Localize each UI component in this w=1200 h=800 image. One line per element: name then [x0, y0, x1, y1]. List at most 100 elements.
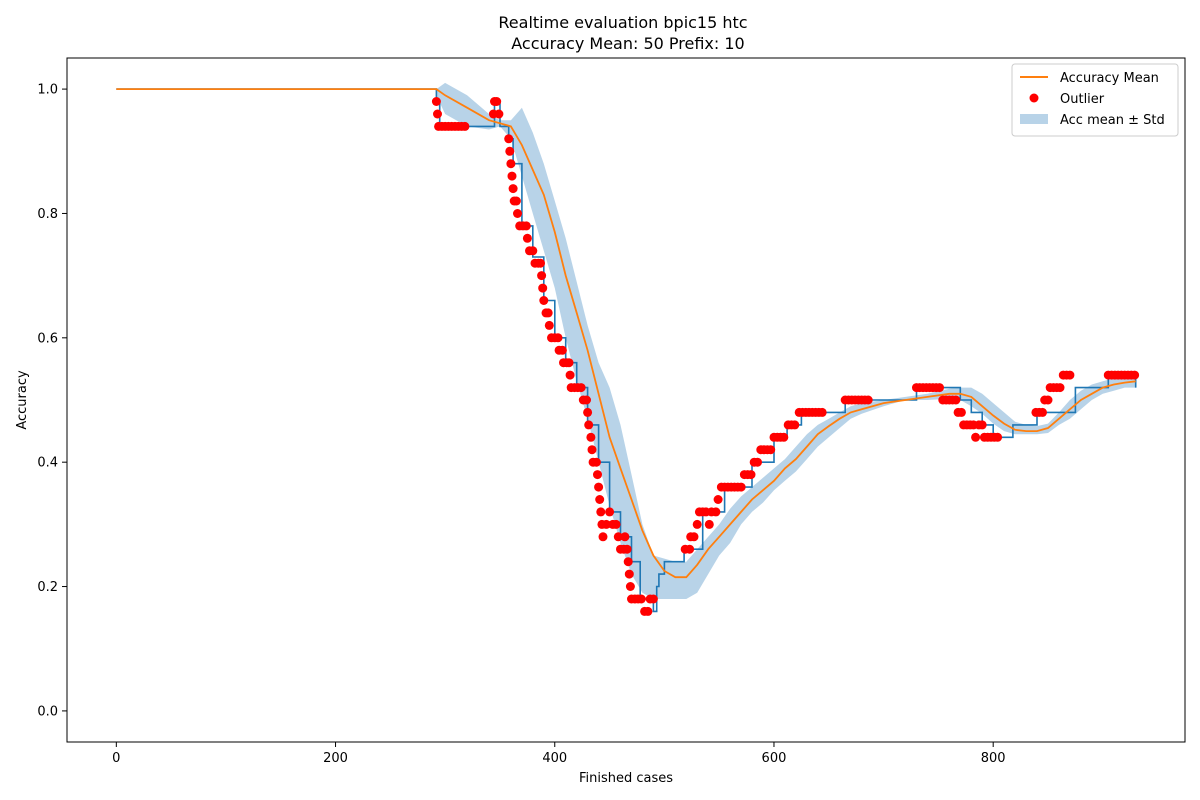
y-axis: 0.0 0.2 0.4 0.6 0.8 1.0	[37, 83, 67, 719]
y-tick-label: 0.0	[37, 704, 58, 719]
outlier-point	[504, 134, 514, 144]
outlier-point	[993, 432, 1003, 442]
outlier-point	[553, 333, 563, 343]
legend-box	[1011, 63, 1179, 137]
outlier-point	[704, 519, 714, 529]
outlier-point	[689, 532, 699, 542]
y-tick-label: 0.2	[37, 580, 58, 595]
outlier-point	[528, 246, 538, 256]
legend: Accuracy Mean Outlier Acc mean ± Std	[1011, 63, 1179, 137]
outlier-point	[613, 532, 623, 542]
outlier-point	[817, 407, 827, 417]
x-tick-label: 0	[112, 751, 120, 766]
outlier-point	[1065, 370, 1075, 380]
outlier-point	[591, 457, 601, 467]
outlier-point	[536, 258, 545, 268]
outlier-point	[611, 519, 621, 529]
outlier-point	[648, 594, 658, 604]
outlier-point	[522, 233, 532, 243]
outlier-point	[746, 470, 756, 480]
outlier-point	[711, 507, 721, 517]
y-tick-label: 1.0	[37, 83, 58, 98]
outlier-point	[543, 308, 553, 318]
outlier-point	[766, 445, 776, 455]
outlier-point	[582, 395, 591, 405]
legend-outlier-swatch	[1029, 93, 1039, 103]
plot-frame	[66, 57, 1186, 743]
outlier-point	[956, 407, 966, 417]
y-axis-label: Accuracy	[15, 370, 30, 430]
x-axis: 0 200 400 600 800	[112, 742, 1006, 766]
outlier-point	[494, 109, 504, 119]
outlier-point	[587, 445, 597, 455]
outlier-point	[508, 184, 518, 194]
outlier-point	[576, 383, 586, 393]
x-tick-label: 200	[323, 751, 348, 766]
x-tick-label: 800	[981, 751, 1006, 766]
outlier-point	[1055, 383, 1065, 393]
outlier-point	[625, 582, 635, 591]
legend-outlier-label: Outlier	[1060, 92, 1105, 107]
outlier-point	[692, 519, 702, 529]
outlier-point	[564, 358, 574, 368]
outlier-point	[622, 544, 632, 554]
outlier-point	[544, 320, 554, 330]
outlier-point	[539, 296, 549, 305]
outlier-point	[685, 544, 695, 554]
outlier-point	[537, 271, 547, 281]
outlier-point	[971, 432, 981, 442]
outlier-point	[594, 482, 604, 492]
outlier-point	[583, 407, 593, 417]
outlier-point	[624, 569, 634, 579]
outlier-point	[593, 470, 602, 480]
legend-band-swatch	[1020, 114, 1048, 124]
plot-area	[116, 82, 1140, 616]
outlier-point	[595, 495, 605, 504]
y-tick-label: 0.6	[37, 331, 58, 346]
outlier-point	[790, 420, 800, 430]
outlier-point	[557, 345, 567, 355]
legend-band-label: Acc mean ± Std	[1060, 113, 1165, 128]
outlier-point	[505, 146, 515, 156]
outlier-point	[506, 159, 516, 169]
x-tick-label: 400	[542, 751, 567, 766]
outlier-point	[492, 97, 502, 106]
chart-subtitle: Accuracy Mean: 50 Prefix: 10	[511, 34, 744, 53]
x-tick-label: 600	[762, 751, 787, 766]
outlier-point	[636, 594, 646, 604]
outlier-point	[643, 606, 653, 616]
outlier-point	[736, 482, 746, 492]
outlier-point	[513, 209, 522, 218]
outlier-point	[863, 395, 873, 405]
outlier-point	[713, 495, 723, 504]
outlier-point	[521, 221, 531, 231]
y-tick-label: 0.4	[37, 456, 58, 471]
outlier-point	[431, 97, 441, 106]
chart-title: Realtime evaluation bpic15 htc	[498, 13, 747, 32]
std-band	[436, 82, 1136, 599]
outlier-point	[538, 283, 548, 293]
outlier-point	[598, 532, 608, 542]
outlier-point	[584, 420, 594, 430]
outlier-point	[605, 507, 615, 517]
outlier-point	[511, 196, 521, 206]
outlier-point	[460, 121, 470, 131]
outlier-point	[1130, 370, 1140, 380]
legend-mean-label: Accuracy Mean	[1060, 71, 1159, 86]
outlier-point	[620, 532, 630, 542]
outlier-point	[565, 370, 575, 380]
outlier-point	[433, 109, 442, 119]
outlier-point	[753, 457, 762, 467]
outlier-point	[596, 507, 606, 517]
outlier-point	[507, 171, 517, 181]
outlier-point	[977, 420, 987, 430]
outlier-point	[935, 383, 944, 393]
outlier-point	[951, 395, 961, 405]
y-tick-label: 0.8	[37, 207, 58, 222]
outlier-point	[623, 557, 633, 567]
outlier-point	[586, 432, 596, 442]
accuracy-mean-line	[116, 88, 1136, 579]
outlier-point	[1038, 407, 1047, 417]
x-axis-label: Finished cases	[579, 771, 673, 786]
